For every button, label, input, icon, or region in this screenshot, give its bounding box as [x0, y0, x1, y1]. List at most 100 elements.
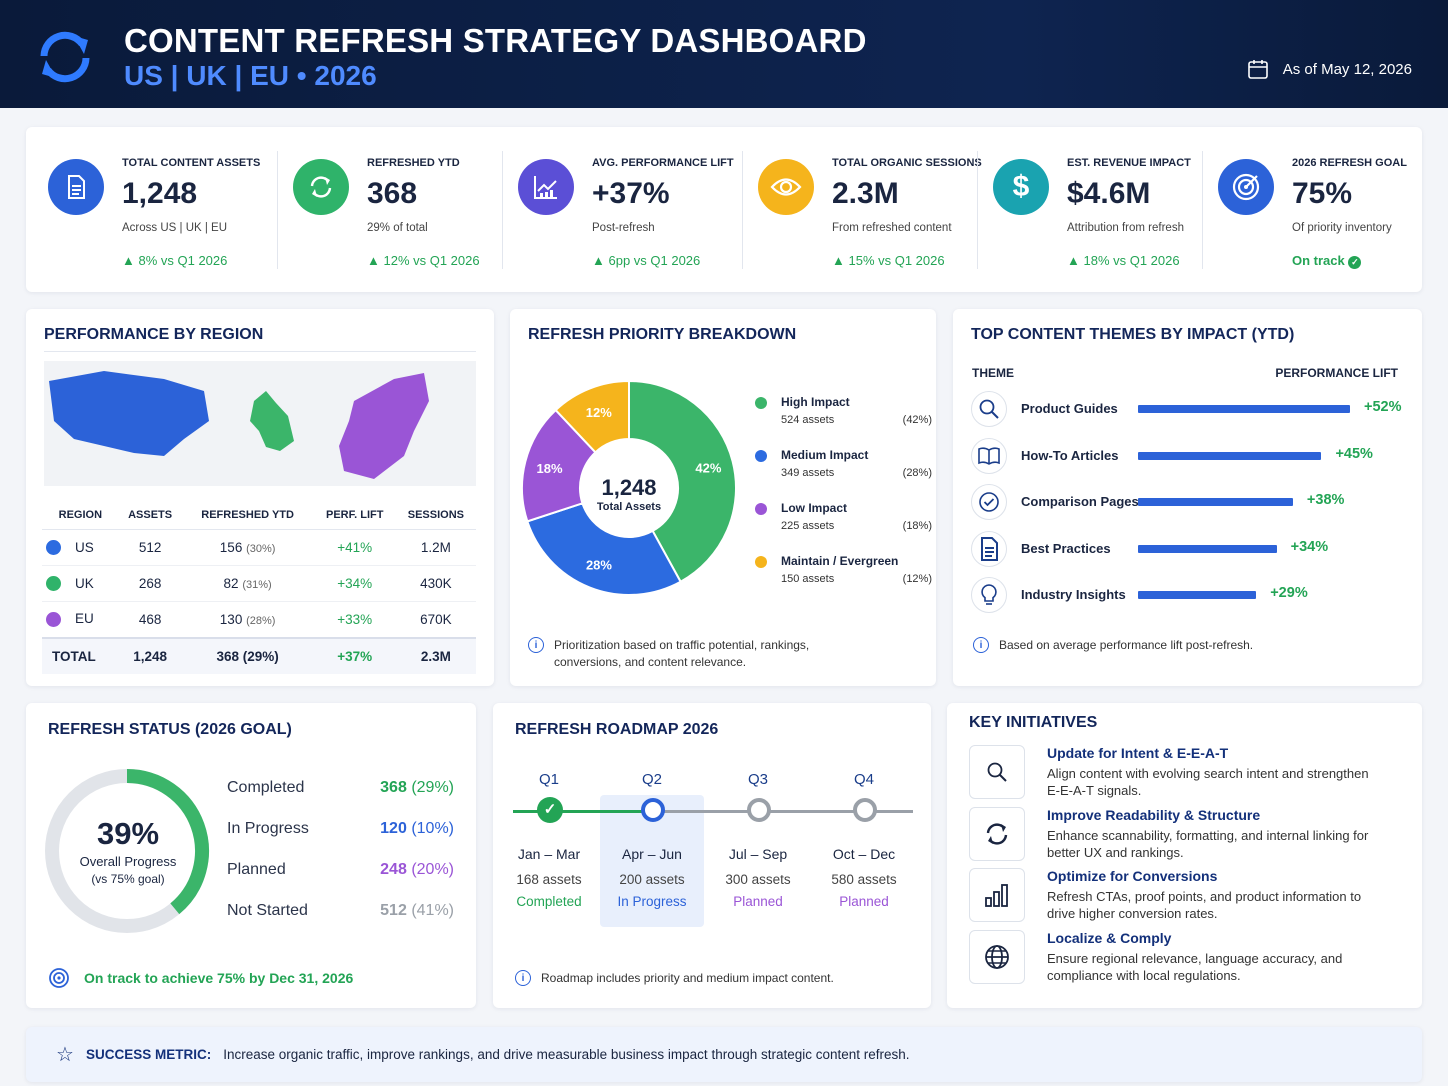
roadmap-note-text: Roadmap includes priority and medium imp… [541, 971, 834, 985]
theme-bar [1138, 544, 1277, 553]
quarter-status: Planned [733, 894, 783, 909]
theme-name: Product Guides [1021, 401, 1118, 416]
quarter-dates: Jan – Mar [517, 846, 581, 862]
legend-dot [755, 397, 767, 409]
legend-name: Low Impact [781, 501, 848, 515]
kpi-0: TOTAL CONTENT ASSETS 1,248 Across US | U… [26, 127, 276, 292]
theme-name: Comparison Pages [1021, 494, 1139, 509]
check-badge-icon: ✓ [1348, 256, 1362, 269]
initiative-title: Localize & Comply [1047, 929, 1172, 946]
theme-lift: +34% [1290, 538, 1329, 555]
roadmap-quarter: Q2 Apr – Jun 200 assets In Progress [600, 771, 704, 911]
bar-chart-icon [969, 868, 1025, 922]
refreshed-pct: (28%) [246, 614, 276, 627]
kpi-change-text: ▲ 6pp vs Q1 2026 [592, 253, 701, 268]
check-circle-icon: ✓ [537, 797, 563, 823]
book-icon [971, 437, 1007, 474]
region-table: REGION ASSETS REFRESHED YTD PERF. LIFT S… [42, 501, 476, 674]
legend-pct: (18%) [902, 520, 932, 532]
theme-lift: +52% [1364, 399, 1402, 415]
initiative-desc: Align content with evolving search inten… [1047, 766, 1369, 798]
theme-lift: +45% [1335, 445, 1373, 462]
theme-row: Product Guides +52% [971, 391, 1411, 431]
lift: +41% [313, 529, 396, 566]
map-uk[interactable] [250, 391, 294, 451]
refreshed-count: 82 [223, 576, 239, 591]
theme-bar [1138, 405, 1350, 413]
info-icon: i [528, 637, 544, 653]
kpi-label: 2026 REFRESH GOAL [1292, 157, 1407, 169]
as-of-date: As of May 12, 2026 [1247, 58, 1412, 80]
legend-name: Medium Impact [781, 448, 869, 462]
theme-name: Industry Insights [1021, 587, 1126, 602]
initiative-title: Update for Intent & E-E-A-T [1047, 745, 1229, 761]
status-footer-text: On track to achieve 75% by Dec 31, 2026 [84, 970, 354, 986]
region-map [44, 361, 476, 486]
priority-card: REFRESH PRIORITY BREAKDOWN 42% 28% 18% 12% … [510, 309, 936, 686]
header: CONTENT REFRESH STRATEGY DASHBOARD US | … [0, 0, 1448, 108]
initiative-item: Localize & Comply Ensure regional relevan… [969, 929, 1409, 988]
initiative-title: Improve Readability & Structure [1047, 806, 1261, 823]
region-name: UK [75, 575, 94, 591]
status-value: 368 (29%) [380, 779, 454, 797]
theme-name: Best Practices [1021, 540, 1111, 556]
map-us[interactable] [49, 371, 209, 456]
eye-icon [758, 159, 814, 215]
kpi-change-text: On track [1292, 253, 1345, 268]
success-text: Increase organic traffic, improve rankin… [223, 1047, 910, 1062]
page-subtitle: US | UK | EU • 2026 [124, 60, 377, 91]
region-card: PERFORMANCE BY REGION REGION ASSETS REFR… [26, 309, 494, 686]
kpi-value: +37% [592, 177, 670, 210]
milestone-marker [641, 798, 665, 822]
success-metric-bar: ☆ SUCCESS METRIC: Increase organic traff… [26, 1027, 1422, 1082]
milestone-marker [747, 798, 771, 822]
quarter-label: Q2 [641, 771, 662, 788]
document-icon [971, 530, 1007, 567]
kpi-note: Across US | UK | EU [122, 222, 228, 234]
success-label: SUCCESS METRIC: [85, 1047, 212, 1062]
kpi-row: TOTAL CONTENT ASSETS 1,248 Across US | U… [26, 127, 1422, 292]
refreshed: 82 (31%) [181, 565, 314, 602]
themes-col-lift: PERFORMANCE LIFT [1275, 366, 1398, 380]
roadmap-quarter: Q4 Oct – Dec 580 assets Planned [812, 771, 916, 911]
sessions: 430K [395, 565, 476, 602]
lightbulb-icon [971, 577, 1007, 613]
progress-label: Overall Progress [79, 854, 177, 869]
legend-pct: (42%) [902, 414, 932, 426]
themes-card: TOP CONTENT THEMES BY IMPACT (YTD) THEME… [953, 309, 1422, 686]
kpi-4: $ EST. REVENUE IMPACT $4.6M Attribution … [971, 127, 1196, 292]
table-row: UK 268 82 (31%) +34% 430K [42, 565, 476, 602]
status-value: 248 (20%) [380, 861, 454, 879]
col-region: REGION [42, 501, 119, 530]
quarter-label: Q3 [747, 771, 768, 788]
table-row: US 512 156 (30%) +41% 1.2M [42, 529, 476, 566]
kpi-divider [742, 151, 743, 269]
assets: 468 [118, 601, 182, 638]
map-eu[interactable] [339, 373, 429, 479]
roadmap-quarter: Q1 ✓ Jan – Mar 168 assets Completed [497, 771, 601, 911]
quarter-assets: 200 assets [619, 872, 685, 887]
pie-center-value: 1,248 [601, 475, 657, 500]
total-row: TOTAL 1,248 368 (29%) +37% 2.3M [42, 636, 476, 674]
lift: +33% [313, 601, 396, 638]
region-name: EU [75, 611, 94, 627]
milestone-marker [853, 798, 877, 822]
total-label: TOTAL [42, 636, 119, 674]
star-icon: ☆ [56, 1044, 74, 1066]
refresh-icon [293, 159, 349, 215]
status-count: 368 [380, 779, 407, 796]
table-row: EU 468 130 (28%) +33% 670K [42, 601, 476, 638]
theme-lift: +29% [1270, 585, 1308, 601]
theme-lift: +38% [1306, 492, 1345, 508]
quarter-status: Completed [516, 894, 582, 909]
col-assets: ASSETS [118, 501, 182, 530]
quarter-assets: 300 assets [725, 872, 791, 887]
assets: 268 [118, 565, 182, 602]
target-icon [49, 968, 69, 988]
pie-label: 42% [695, 461, 721, 476]
kpi-note: Post-refresh [592, 222, 655, 234]
initiative-desc: Ensure regional relevance, language accu… [1047, 950, 1343, 983]
quarter-assets: 168 assets [516, 872, 582, 887]
themes-col-theme: THEME [972, 366, 1014, 380]
status-label: Planned [227, 861, 286, 878]
